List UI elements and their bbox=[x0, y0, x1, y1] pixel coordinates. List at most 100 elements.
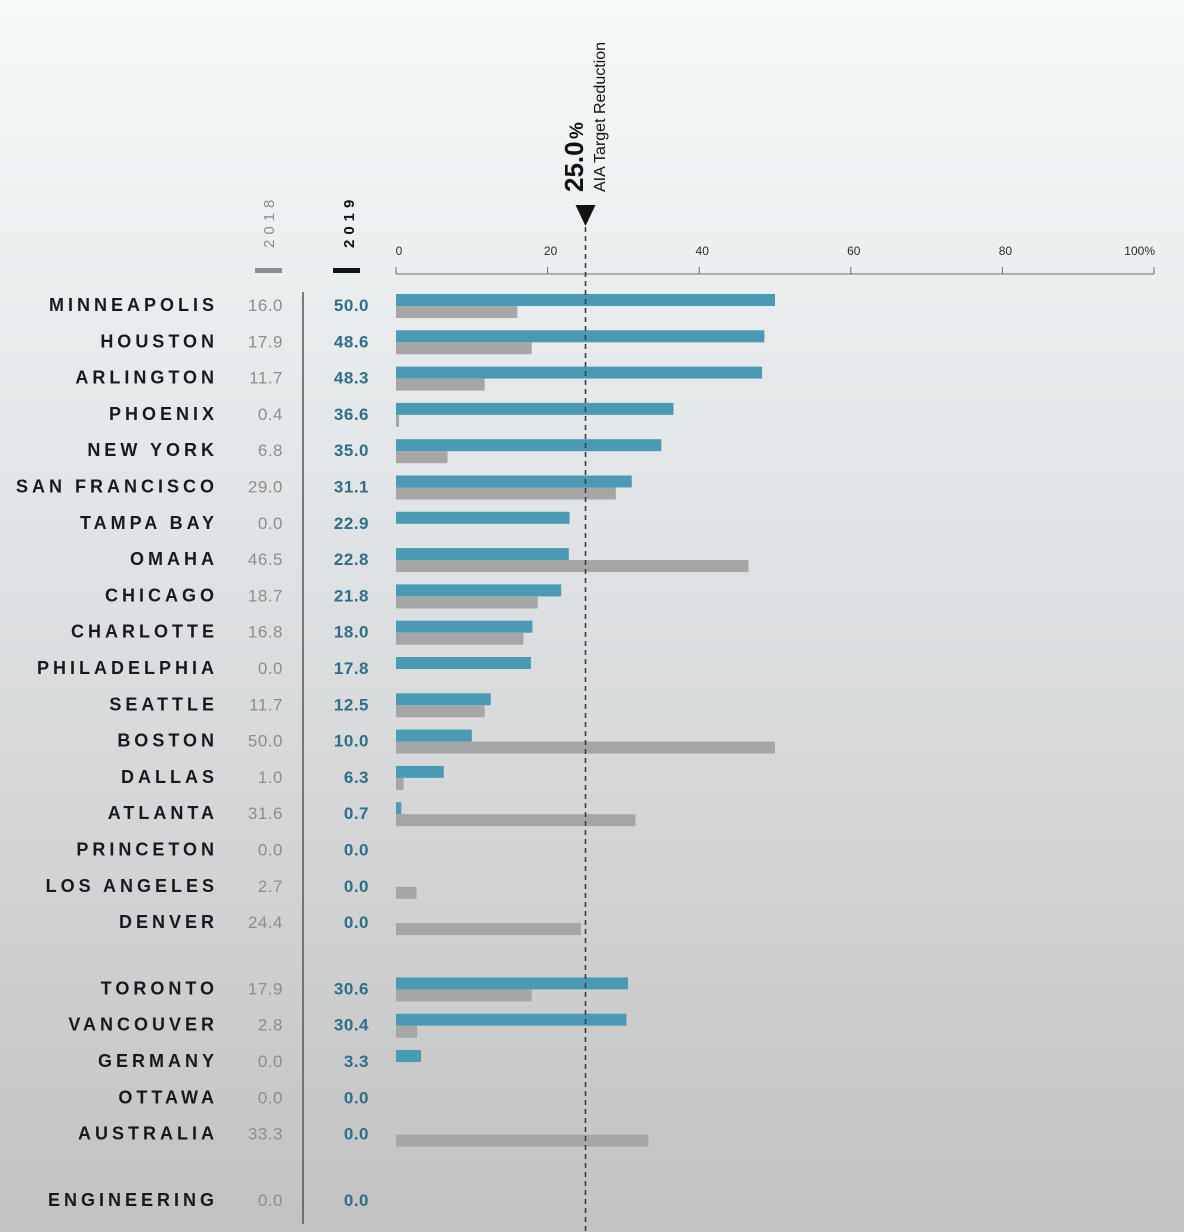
x-tick-label: 100% bbox=[1124, 244, 1155, 258]
value-2019: 0.0 bbox=[344, 877, 369, 896]
value-2019: 0.0 bbox=[344, 841, 369, 860]
city-label: LOS ANGELES bbox=[46, 876, 218, 896]
target-unit: % bbox=[567, 122, 588, 139]
city-label: SEATTLE bbox=[109, 694, 218, 714]
city-label: DALLAS bbox=[121, 767, 218, 787]
value-2019: 30.6 bbox=[334, 979, 369, 998]
value-2019: 30.4 bbox=[334, 1016, 369, 1035]
city-label: OTTAWA bbox=[118, 1087, 218, 1107]
bar-2018 bbox=[396, 923, 581, 936]
city-label: PRINCETON bbox=[76, 840, 218, 860]
value-2018: 50.0 bbox=[248, 732, 283, 751]
bar-2018 bbox=[396, 705, 485, 718]
legend-2018-swatch bbox=[255, 268, 282, 273]
bar-2019 bbox=[396, 729, 472, 742]
value-2019: 50.0 bbox=[334, 296, 369, 315]
bar-2019 bbox=[396, 439, 662, 452]
bar-2018 bbox=[396, 306, 518, 318]
value-2019: 35.0 bbox=[334, 441, 369, 460]
city-label: BOSTON bbox=[117, 731, 218, 751]
bar-2018 bbox=[396, 378, 485, 391]
city-label: AUSTRALIA bbox=[78, 1124, 218, 1144]
bar-2019 bbox=[396, 1013, 627, 1026]
bar-2019 bbox=[396, 475, 632, 488]
city-label: NEW YORK bbox=[87, 440, 218, 460]
value-2018: 31.6 bbox=[248, 804, 283, 823]
city-label: PHOENIX bbox=[109, 404, 218, 424]
value-2018: 17.9 bbox=[248, 979, 283, 998]
value-2019: 22.9 bbox=[334, 514, 369, 533]
bar-2019 bbox=[396, 511, 570, 524]
value-2018: 46.5 bbox=[248, 550, 283, 569]
value-2019: 48.6 bbox=[334, 332, 369, 351]
bar-2018 bbox=[396, 1134, 649, 1147]
target-marker bbox=[575, 205, 596, 226]
value-2019: 17.8 bbox=[334, 659, 369, 678]
bar-2018 bbox=[396, 989, 532, 1002]
value-2019: 48.3 bbox=[334, 369, 369, 388]
bar-2019 bbox=[396, 1050, 422, 1062]
bar-2019 bbox=[396, 402, 674, 415]
x-tick-label: 60 bbox=[847, 244, 861, 258]
value-2018: 18.7 bbox=[248, 586, 283, 605]
value-2019: 12.5 bbox=[334, 695, 369, 714]
bar-2019 bbox=[396, 330, 765, 343]
bar-2018 bbox=[396, 777, 404, 790]
city-label: TAMPA BAY bbox=[80, 513, 218, 533]
value-2018: 2.7 bbox=[258, 877, 283, 896]
city-label: GERMANY bbox=[98, 1051, 218, 1071]
value-2019: 0.0 bbox=[344, 1125, 369, 1144]
x-tick-label: 0 bbox=[396, 244, 403, 258]
bar-2018 bbox=[396, 886, 417, 899]
value-2018: 29.0 bbox=[248, 478, 283, 497]
city-label: TORONTO bbox=[101, 978, 218, 998]
city-label: HOUSTON bbox=[100, 331, 218, 351]
value-2018: 33.3 bbox=[248, 1125, 283, 1144]
bar-2018 bbox=[396, 814, 636, 827]
bar-2018 bbox=[396, 451, 448, 464]
bar-2018 bbox=[396, 487, 616, 500]
city-label: CHICAGO bbox=[105, 585, 218, 605]
value-2019: 3.3 bbox=[344, 1052, 369, 1071]
value-2018: 11.7 bbox=[249, 695, 283, 714]
value-2019: 36.6 bbox=[334, 405, 369, 424]
bar-2019 bbox=[396, 977, 628, 990]
bar-2019 bbox=[396, 620, 533, 633]
value-2019: 22.8 bbox=[334, 550, 369, 569]
value-2018: 11.7 bbox=[249, 369, 283, 388]
value-2018: 24.4 bbox=[248, 913, 283, 932]
target-annotation: 25.0% AIA Target Reduction bbox=[559, 42, 609, 192]
value-2018: 6.8 bbox=[258, 441, 283, 460]
value-2019: 18.0 bbox=[334, 623, 369, 642]
value-2019: 6.3 bbox=[344, 768, 369, 787]
target-value: 25.0 bbox=[559, 141, 589, 192]
bar-2019 bbox=[396, 657, 531, 669]
value-2018: 17.9 bbox=[248, 332, 283, 351]
bar-2019 bbox=[396, 366, 763, 379]
city-label: ENGINEERING bbox=[48, 1190, 218, 1210]
value-2018: 0.0 bbox=[258, 1088, 283, 1107]
bar-2018 bbox=[396, 741, 775, 754]
city-label: CHARLOTTE bbox=[71, 622, 218, 642]
value-2019: 21.8 bbox=[334, 586, 369, 605]
legend-2018-label: 2018 bbox=[261, 195, 278, 248]
bar-2019 bbox=[396, 802, 402, 815]
bar-2018 bbox=[396, 1025, 418, 1038]
city-label: DENVER bbox=[119, 912, 218, 932]
bar-2018 bbox=[396, 414, 400, 427]
value-2018: 0.0 bbox=[258, 514, 283, 533]
value-2019: 31.1 bbox=[334, 478, 369, 497]
bar-2019 bbox=[396, 584, 562, 597]
city-label: ARLINGTON bbox=[75, 368, 218, 388]
value-2018: 0.0 bbox=[258, 1052, 283, 1071]
bar-2018 bbox=[396, 632, 524, 645]
value-2018: 2.8 bbox=[258, 1016, 283, 1035]
city-label: SAN FRANCISCO bbox=[16, 477, 218, 497]
value-2018: 1.0 bbox=[258, 768, 283, 787]
city-label: PHILADELPHIA bbox=[37, 658, 218, 678]
city-label: MINNEAPOLIS bbox=[49, 295, 218, 315]
x-tick-label: 20 bbox=[544, 244, 558, 258]
value-2019: 0.7 bbox=[344, 804, 369, 823]
x-tick-label: 40 bbox=[696, 244, 710, 258]
x-tick-label: 80 bbox=[999, 244, 1013, 258]
